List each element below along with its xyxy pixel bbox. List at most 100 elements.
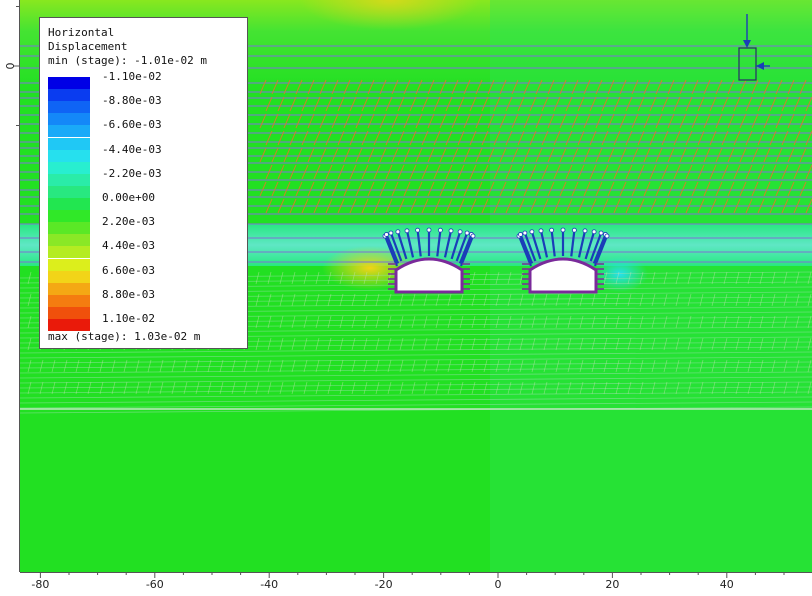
anchor-line [277, 198, 285, 214]
bolt-head [415, 227, 421, 233]
mesh-diagonal [711, 337, 716, 351]
tunnel-structure[interactable] [382, 227, 476, 294]
mesh-diagonal [651, 381, 656, 395]
mesh-diagonal [123, 359, 128, 373]
mesh-diagonal [699, 359, 704, 373]
anchor-line [697, 130, 705, 146]
anchor-line [739, 79, 747, 95]
load-marker[interactable] [738, 14, 770, 81]
mesh-diagonal [339, 359, 344, 373]
mesh-line [20, 401, 812, 409]
mesh-diagonal [687, 315, 692, 329]
mesh-diagonal [711, 315, 716, 329]
anchor-line [625, 96, 633, 112]
anchor-line [673, 130, 681, 146]
mesh-diagonal [771, 381, 776, 395]
mesh-diagonal [639, 315, 644, 329]
rock-bolt [550, 230, 556, 257]
anchor-line [397, 198, 405, 214]
anchor-line [289, 164, 297, 180]
anchor-line [349, 164, 357, 180]
anchor-line [385, 130, 393, 146]
anchor-line [547, 181, 555, 197]
mesh-diagonal [291, 337, 296, 351]
mesh-diagonal [531, 293, 536, 307]
mesh-diagonal [411, 337, 416, 351]
anchor-line [553, 164, 561, 180]
anchor-line [505, 96, 513, 112]
legend-min-text: min (stage): -1.01e-02 m [48, 54, 207, 67]
anchor-line [757, 96, 765, 112]
mesh-diagonal [651, 337, 656, 351]
mesh-diagonal [783, 337, 788, 351]
anchor-line [475, 113, 483, 129]
anchor-line [259, 147, 267, 163]
anchor-line [469, 164, 477, 180]
mesh-diagonal [699, 293, 704, 307]
mesh-diagonal [375, 359, 380, 373]
mesh-diagonal [279, 293, 284, 307]
mesh-diagonal [663, 271, 668, 285]
mesh-diagonal [435, 359, 440, 373]
mesh-diagonal [771, 271, 776, 285]
legend-swatch-label: -6.60e-03 [102, 118, 162, 132]
anchor-line [577, 164, 585, 180]
anchor-line [565, 96, 573, 112]
anchor-line [517, 130, 525, 146]
anchor-line [295, 113, 303, 129]
legend-swatch-label: 2.20e-03 [102, 215, 155, 229]
mesh-diagonal [447, 359, 452, 373]
mesh-diagonal [375, 381, 380, 395]
anchor-line [751, 147, 759, 163]
legend-swatch [48, 125, 90, 138]
mesh-diagonal [507, 381, 512, 395]
rock-bolt [443, 230, 453, 258]
mesh-diagonal [363, 315, 368, 329]
rock-bolt [459, 235, 475, 267]
bolt-head [549, 227, 555, 233]
rock-bolt [436, 230, 442, 257]
anchor-line [313, 164, 321, 180]
tunnel-structure[interactable] [516, 227, 610, 294]
legend-title-line2: Displacement [48, 40, 128, 53]
anchor-line [715, 79, 723, 95]
anchor-line [607, 113, 615, 129]
field-top-hotspot [300, 0, 480, 30]
mesh-diagonal [495, 359, 500, 373]
anchor-line [613, 130, 621, 146]
mesh-diagonal [291, 381, 296, 395]
anchor-line [313, 96, 321, 112]
anchor-line [769, 164, 777, 180]
mesh-diagonal [543, 359, 548, 373]
anchor-line [379, 147, 387, 163]
mesh-diagonal [399, 359, 404, 373]
legend-swatch [48, 282, 90, 295]
anchor-line [283, 79, 291, 95]
mesh-diagonal [423, 293, 428, 307]
mesh-diagonal [291, 293, 296, 307]
bolt-head [404, 228, 410, 234]
mesh-diagonal [51, 359, 56, 373]
anchor-line [307, 79, 315, 95]
anchor-line [331, 113, 339, 129]
mesh-diagonal [267, 381, 272, 395]
anchor-line [535, 181, 543, 197]
anchor-line [601, 96, 609, 112]
anchor-line [697, 96, 705, 112]
anchor-line [523, 147, 531, 163]
anchor-line [697, 198, 705, 214]
mesh-diagonal [351, 359, 356, 373]
mesh-diagonal [627, 381, 632, 395]
anchor-line [439, 113, 447, 129]
anchor-line [385, 96, 393, 112]
mesh-diagonal [315, 359, 320, 373]
mesh-diagonal [267, 271, 272, 285]
anchor-line [577, 96, 585, 112]
anchor-line [277, 130, 285, 146]
anchor-line [283, 147, 291, 163]
anchor-line [325, 164, 333, 180]
anchor-line [775, 79, 783, 95]
anchor-line [439, 181, 447, 197]
anchor-line [727, 147, 735, 163]
mesh-diagonal [363, 337, 368, 351]
